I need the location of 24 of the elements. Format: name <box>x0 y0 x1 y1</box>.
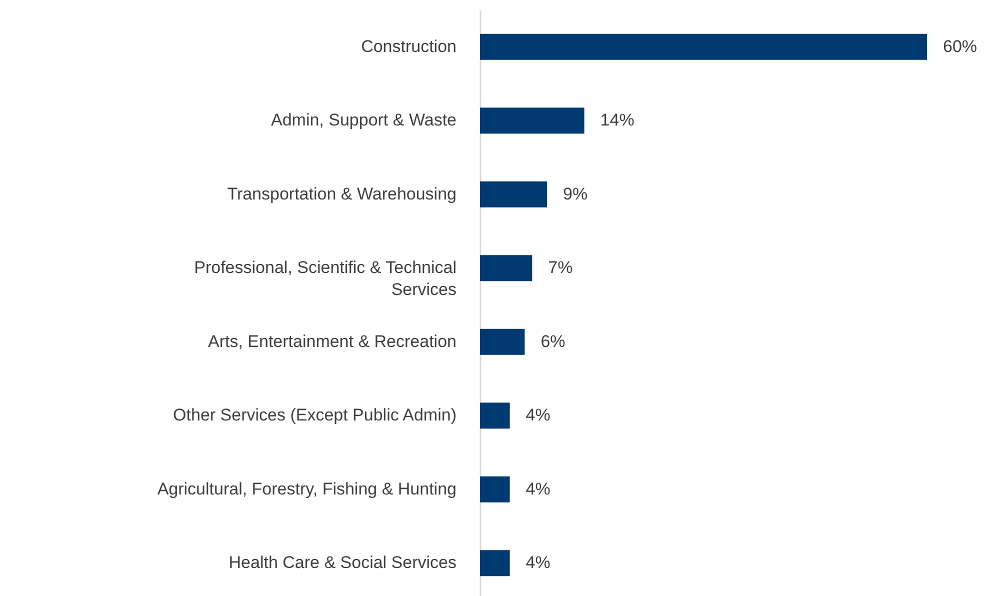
data-label: 9% <box>563 184 588 204</box>
bar <box>480 476 510 502</box>
bar <box>480 108 584 134</box>
bar <box>480 402 510 429</box>
data-label: 4% <box>526 553 550 572</box>
bar <box>480 328 525 355</box>
bar <box>480 550 510 576</box>
y-tick-label: Agricultural, Forestry, Fishing & Hunting <box>157 479 456 498</box>
y-tick-label: Admin, Support & Waste <box>270 110 456 130</box>
bar <box>480 255 532 282</box>
data-label: 6% <box>540 332 566 351</box>
data-label: 7% <box>548 258 573 278</box>
y-tick-label: Construction <box>361 36 456 56</box>
bar <box>480 181 548 208</box>
y-tick-label: Professional, Scientific & Technical Services <box>194 258 456 300</box>
data-label: 4% <box>526 406 550 425</box>
y-tick-label: Health Care & Social Services <box>228 553 456 572</box>
y-tick-label: Arts, Entertainment & Recreation <box>208 332 456 351</box>
bar <box>480 34 927 60</box>
y-tick-label: Other Services (Except Public Admin) <box>173 406 456 425</box>
data-label: 14% <box>600 110 634 130</box>
data-label: 60% <box>943 36 978 56</box>
data-label: 4% <box>526 479 550 498</box>
y-tick-label: Transportation & Warehousing <box>227 184 456 204</box>
